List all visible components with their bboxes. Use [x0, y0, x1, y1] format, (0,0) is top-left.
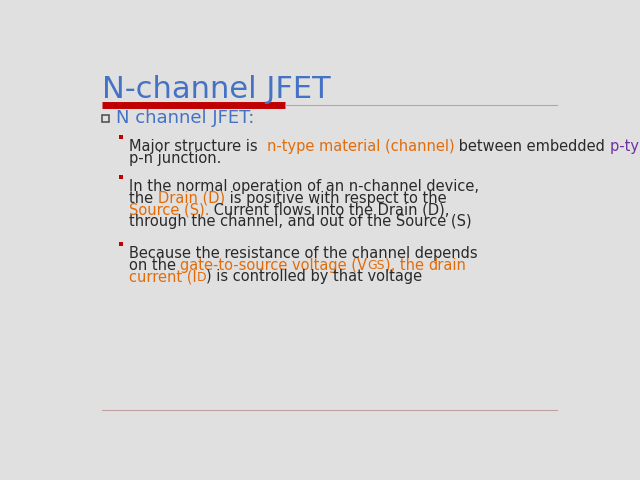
Text: drain: drain: [429, 258, 467, 273]
Bar: [119, 241, 124, 246]
Text: current (I: current (I: [129, 269, 196, 284]
Text: ) is controlled by that voltage: ) is controlled by that voltage: [206, 269, 422, 284]
Text: Major structure is: Major structure is: [129, 139, 267, 154]
Text: through the channel, and out of the Source (S): through the channel, and out of the Sour…: [129, 214, 472, 229]
Bar: [119, 175, 124, 179]
Text: n-type material (channel): n-type material (channel): [267, 139, 454, 154]
Text: Drain (D): Drain (D): [157, 191, 225, 206]
Text: In the normal operation of an n-channel device,: In the normal operation of an n-channel …: [129, 179, 479, 194]
Text: is positive with respect to the: is positive with respect to the: [225, 191, 446, 206]
Text: Because the resistance of the channel depends: Because the resistance of the channel de…: [129, 246, 477, 261]
Text: the: the: [129, 191, 157, 206]
Text: between embedded: between embedded: [454, 139, 610, 154]
Text: Source (S).: Source (S).: [129, 203, 209, 217]
Text: Current flows into the Drain (D),: Current flows into the Drain (D),: [209, 203, 450, 217]
Text: N-channel JFET: N-channel JFET: [102, 74, 330, 104]
Text: gate-to-source voltage (V: gate-to-source voltage (V: [180, 258, 367, 273]
Bar: [119, 134, 124, 139]
Text: GS: GS: [367, 259, 385, 272]
Text: D: D: [196, 271, 206, 284]
Text: p-type material: p-type material: [610, 139, 640, 154]
Text: ), the: ), the: [385, 258, 429, 273]
Text: N channel JFET:: N channel JFET:: [116, 109, 254, 127]
Text: p-n junction.: p-n junction.: [129, 151, 221, 166]
Bar: [102, 115, 109, 122]
Text: on the: on the: [129, 258, 180, 273]
